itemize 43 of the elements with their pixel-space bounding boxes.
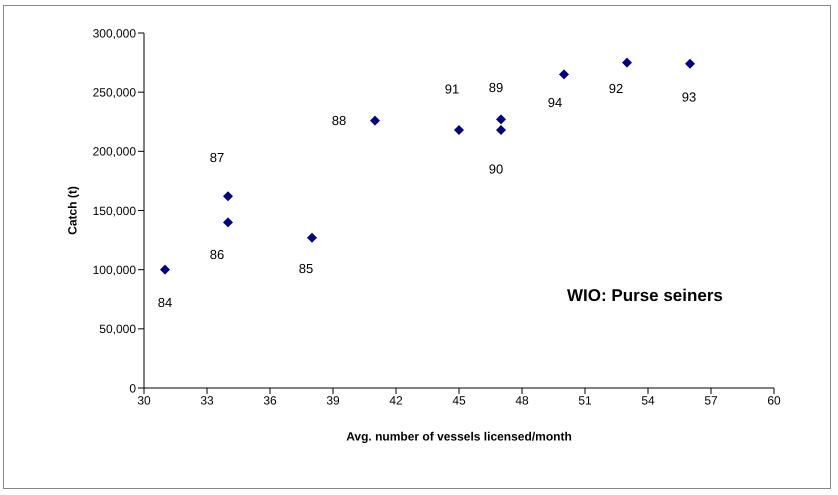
annotation: 86 xyxy=(210,246,224,262)
annotation: 94 xyxy=(548,94,562,110)
annotation: 87 xyxy=(210,150,224,165)
annotation: 85 xyxy=(298,261,314,276)
point xyxy=(307,232,317,243)
y-tick-label: 250,000 xyxy=(92,85,136,100)
point xyxy=(370,116,380,126)
point xyxy=(223,191,233,202)
x-tick-label: 45 xyxy=(452,394,466,408)
point xyxy=(160,264,170,275)
annotation: 92 xyxy=(608,81,624,96)
x-tick-label: 30 xyxy=(137,394,151,408)
annotation: 84 xyxy=(158,295,172,310)
x-tick-label: 39 xyxy=(326,394,340,408)
annotation: 93 xyxy=(682,89,696,104)
point xyxy=(496,114,506,124)
x-tick-label: 33 xyxy=(200,394,214,408)
y-tick-label: 200,000 xyxy=(92,144,136,159)
x-tick-label: 51 xyxy=(578,394,592,408)
annotation: 89 xyxy=(488,80,504,95)
x-axis-title: Avg. number of vessels licensed/month xyxy=(346,430,572,444)
point xyxy=(685,58,695,69)
point xyxy=(559,69,569,80)
y-axis-title: Catch (t) xyxy=(65,186,80,235)
x-tick-label: 60 xyxy=(767,394,781,408)
x-tick-label: 48 xyxy=(515,394,529,408)
annotation: 88 xyxy=(332,113,346,128)
annotation: WIO: Purse seiners xyxy=(567,286,723,306)
y-tick-label: 50,000 xyxy=(99,322,136,336)
y-tick-label: 0 xyxy=(129,381,136,396)
point xyxy=(223,217,233,228)
x-tick-label: 36 xyxy=(263,394,277,408)
y-tick-label: 100,000 xyxy=(92,262,136,277)
point xyxy=(622,58,632,68)
x-tick-label: 54 xyxy=(641,394,655,408)
annotation: 90 xyxy=(488,162,504,177)
y-tick-label: 150,000 xyxy=(92,204,136,218)
point xyxy=(496,125,506,136)
annotation: 91 xyxy=(444,82,460,97)
point xyxy=(454,125,464,136)
x-tick-label: 57 xyxy=(704,394,718,408)
y-tick-label: 300,000 xyxy=(92,26,136,40)
x-tick-label: 42 xyxy=(389,394,403,408)
